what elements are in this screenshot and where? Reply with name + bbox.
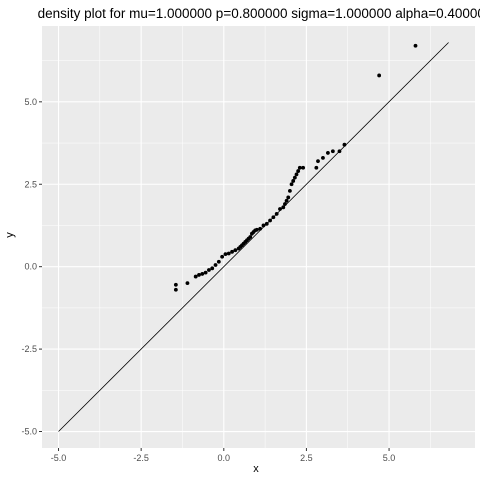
data-point <box>254 227 259 232</box>
data-point <box>314 165 319 170</box>
y-axis-ticks: -5.0 -2.5 0.0 2.5 5.0 <box>21 97 42 437</box>
data-point <box>210 266 215 271</box>
data-point <box>248 235 253 239</box>
data-point <box>216 259 221 264</box>
data-point <box>207 268 211 272</box>
data-point <box>316 159 320 164</box>
data-point <box>220 254 225 259</box>
plot-panel <box>42 26 475 448</box>
data-point <box>173 282 178 287</box>
y-tick-label: 0.0 <box>24 262 37 272</box>
data-point <box>274 212 279 216</box>
y-tick-label: -5.0 <box>21 427 37 437</box>
y-axis-label: y <box>4 232 16 238</box>
data-point <box>296 169 301 173</box>
data-point <box>297 165 302 170</box>
x-tick-label: -2.5 <box>133 453 149 463</box>
y-tick-label: -2.5 <box>21 344 37 354</box>
data-points <box>173 43 418 292</box>
data-point <box>185 281 190 286</box>
data-point <box>258 226 263 231</box>
data-point <box>289 182 294 187</box>
data-point <box>326 151 330 155</box>
data-point <box>284 198 289 203</box>
data-point <box>337 149 342 154</box>
x-tick-label: 2.5 <box>300 453 313 463</box>
data-point <box>271 215 276 220</box>
data-point <box>286 195 291 200</box>
data-point <box>288 188 292 193</box>
data-point <box>203 270 208 275</box>
data-point <box>223 252 228 257</box>
y-tick-label: 5.0 <box>24 97 37 107</box>
data-point <box>292 175 297 180</box>
data-point <box>294 172 299 177</box>
x-tick-label: -5.0 <box>51 453 67 463</box>
x-axis-label: x <box>253 463 259 475</box>
data-point <box>264 221 269 226</box>
data-point <box>200 272 205 276</box>
data-point <box>193 274 198 279</box>
x-tick-label: 0.0 <box>218 453 231 463</box>
data-point <box>281 205 286 210</box>
y-tick-label: 2.5 <box>24 179 37 189</box>
x-tick-label: 5.0 <box>383 453 396 463</box>
data-point <box>342 142 347 147</box>
reference-line <box>58 42 449 432</box>
data-point <box>233 248 238 253</box>
x-axis-ticks: -5.0 -2.5 0.0 2.5 5.0 <box>51 448 396 463</box>
data-point <box>413 43 418 48</box>
grid-major <box>42 26 475 448</box>
data-point <box>230 249 234 254</box>
data-point <box>283 202 287 206</box>
data-point <box>330 149 335 154</box>
data-point <box>268 218 272 223</box>
data-point <box>301 165 306 170</box>
data-point <box>173 287 178 292</box>
data-point <box>291 179 296 183</box>
chart-title: density plot for mu=1.000000 p=0.800000 … <box>38 6 480 21</box>
grid-minor <box>42 26 475 448</box>
data-point <box>278 207 282 211</box>
data-point <box>321 155 325 160</box>
data-point <box>226 251 231 256</box>
data-point <box>213 263 218 267</box>
data-point <box>261 223 266 228</box>
data-point <box>197 273 201 277</box>
reference-line-group <box>58 42 449 432</box>
data-point <box>377 73 382 78</box>
